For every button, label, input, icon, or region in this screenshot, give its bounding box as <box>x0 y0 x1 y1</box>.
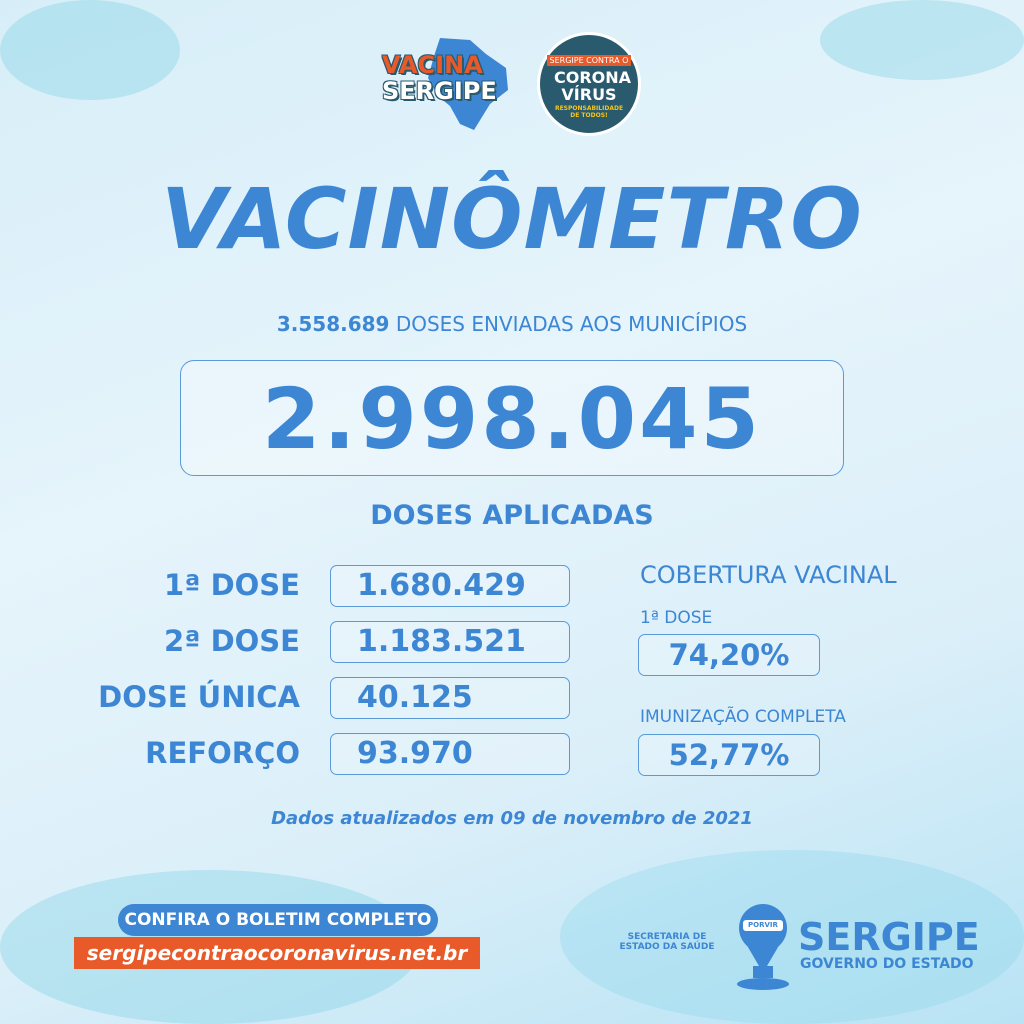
sergipe-wordmark: SERGIPE <box>798 915 980 959</box>
doses-sent-value: 3.558.689 <box>276 312 390 336</box>
coverage-title: COBERTURA VACINAL <box>640 561 897 589</box>
dose-value: 1.680.429 <box>330 565 570 607</box>
page-title: VACINÔMETRO <box>161 170 863 268</box>
boletim-cta: CONFIRA O BOLETIM COMPLETO <box>118 904 438 936</box>
secretaria-label: SECRETARIA DE ESTADO DA SAÚDE <box>619 932 715 952</box>
updated-date: Dados atualizados em 09 de novembro de 2… <box>271 808 753 829</box>
dose-value: 1.183.521 <box>330 621 570 663</box>
dose-value: 40.125 <box>330 677 570 719</box>
dose-label: 2ª DOSE <box>163 624 300 658</box>
decor-blob <box>820 0 1024 80</box>
website-link[interactable]: sergipecontraocoronavirus.net.br <box>74 937 480 969</box>
coverage-full-label: IMUNIZAÇÃO COMPLETA <box>640 707 846 727</box>
dose-label: DOSE ÚNICA <box>98 680 300 714</box>
governo-label: GOVERNO DO ESTADO <box>800 956 974 972</box>
total-applied-value: 2.998.045 <box>180 360 844 476</box>
dose-label: 1ª DOSE <box>163 568 300 602</box>
sergipe-coat-of-arms: PORVIR <box>733 900 793 992</box>
sergipe-contra-corona-logo: SERGIPE CONTRA O CORONA VÍRUS RESPONSABI… <box>537 32 641 136</box>
coverage-full-value: 52,77% <box>638 734 820 776</box>
decor-blob <box>0 0 180 100</box>
coverage-first-value: 74,20% <box>638 634 820 676</box>
dose-label: REFORÇO <box>145 736 300 770</box>
doses-sent: 3.558.689 DOSES ENVIADAS AOS MUNICÍPIOS <box>0 312 1024 336</box>
applied-label: DOSES APLICADAS <box>370 500 654 531</box>
decor-blob <box>560 850 1024 1024</box>
dose-value: 93.970 <box>330 733 570 775</box>
doses-sent-label: DOSES ENVIADAS AOS MUNICÍPIOS <box>395 312 748 336</box>
vacina-sergipe-logo-text: VACINA SERGIPE <box>382 51 497 105</box>
vacina-sergipe-logo: VACINA SERGIPE <box>378 34 523 134</box>
coverage-first-label: 1ª DOSE <box>640 608 713 628</box>
